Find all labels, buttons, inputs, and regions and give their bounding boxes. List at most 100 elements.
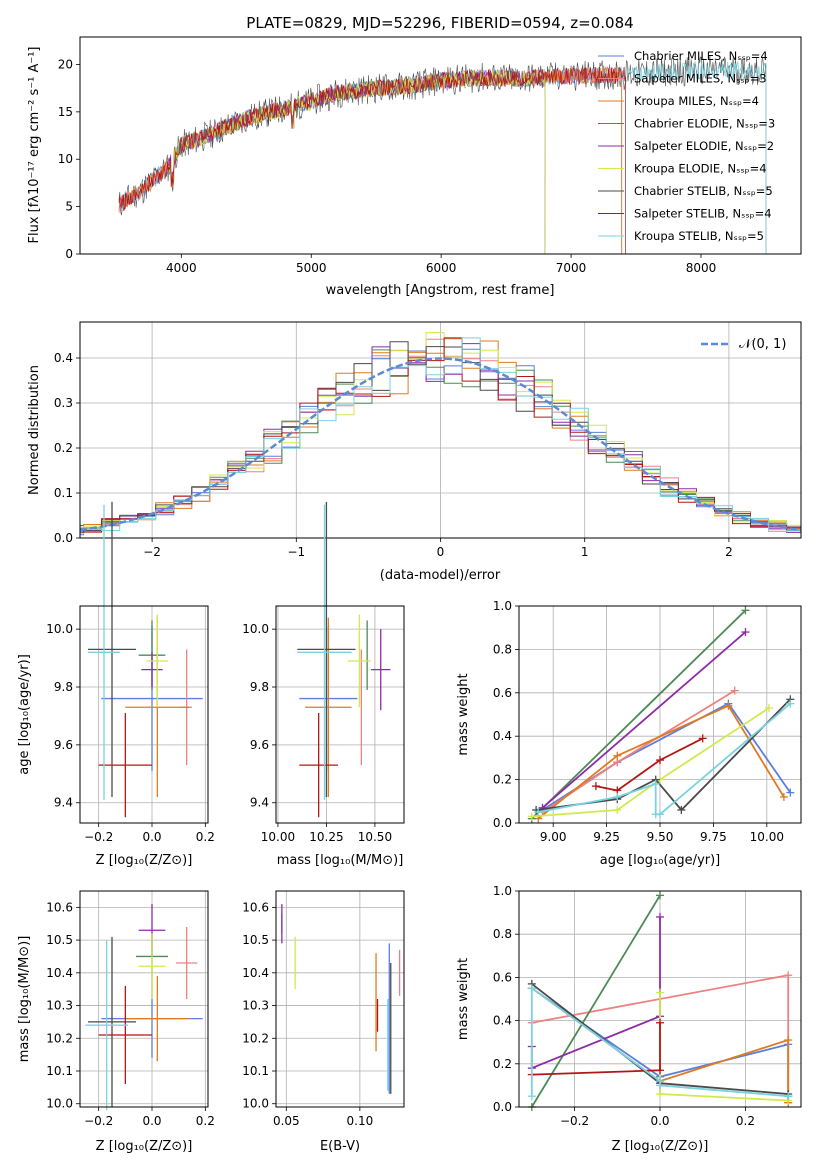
- spectrum-ylabel: Flux [fλ10⁻¹⁷ erg cm⁻² s⁻¹ A⁻¹]: [27, 47, 42, 244]
- age-vs-metallicity-panel: −0.2 0.0 0.2 9.4 9.6 9.8 10.0 Z [log₁₀(Z/Z⊙)] ag…: [17, 501, 215, 868]
- x-tick-label: −0.2: [84, 1114, 113, 1128]
- y-tick-label: 10.2: [46, 1031, 73, 1045]
- y-tick-label: 5: [65, 200, 73, 214]
- series-line: [531, 609, 747, 820]
- y-tick-label: 0.8: [493, 642, 512, 656]
- y-tick-label: 15: [58, 105, 73, 119]
- axes-frame: [79, 605, 209, 824]
- x-axis-label: mass [log₁₀(M/M⊙)]: [277, 853, 404, 868]
- series-line: [535, 698, 791, 812]
- y-tick-label: 9.6: [250, 738, 269, 752]
- x-tick-label: 9.75: [700, 830, 727, 844]
- x-tick-label: 0.2: [196, 830, 215, 844]
- x-tick-label: 0.0: [142, 1114, 161, 1128]
- normal-curve-legend-label: 𝒩(0, 1): [739, 337, 786, 352]
- y-tick-label: 10.4: [46, 966, 73, 980]
- x-axis-label: E(B-V): [320, 1139, 360, 1154]
- y-tick-label: 0: [65, 247, 73, 261]
- axes-frame: [518, 890, 802, 1108]
- spectrum-legend: Chabrier MILES, Nₛₛₚ=4 Salpeter MILES, Nₛ…: [598, 49, 775, 243]
- y-tick-label: 0.2: [54, 441, 73, 455]
- y-tick-label: 0.1: [54, 486, 73, 500]
- x-tick-label: 6000: [426, 261, 457, 275]
- x-tick-label: 10.50: [358, 830, 392, 844]
- x-tick-label: −0.2: [84, 830, 113, 844]
- residuals-panel: −2 −1 0 1 2 0.0 0.1 0.2 0.3 0.4 (data-model)/erro…: [27, 321, 802, 583]
- y-tick-label: 0.0: [493, 816, 512, 830]
- x-axis-label: Z [log₁₀(Z/Z⊙)]: [612, 1139, 709, 1154]
- legend-label: Salpeter STELIB, Nₛₛₚ=4: [634, 207, 772, 221]
- residuals-axes-frame: [79, 321, 802, 539]
- x-tick-label: −0.2: [560, 1114, 589, 1128]
- x-tick-label: 0.2: [196, 1114, 215, 1128]
- x-tick-label: 0.0: [142, 830, 161, 844]
- y-tick-label: 10: [58, 152, 73, 166]
- spectrum-xlabel: wavelength [Angstrom, rest frame]: [326, 283, 555, 298]
- y-tick-label: 10.6: [46, 900, 73, 914]
- spectrum-title: PLATE=0829, MJD=52296, FIBERID=0594, z=0…: [246, 14, 633, 32]
- x-tick-label: 0.10: [347, 1114, 374, 1128]
- y-tick-label: 10.4: [242, 966, 269, 980]
- x-tick-label: 10.00: [261, 830, 295, 844]
- legend-label: Kroupa ELODIE, Nₛₛₚ=4: [634, 162, 767, 176]
- x-axis-label: age [log₁₀(age/yr)]: [600, 853, 721, 868]
- residuals-legend: 𝒩(0, 1): [701, 337, 786, 352]
- y-tick-label: 10.0: [46, 622, 73, 636]
- y-tick-label: 0.2: [493, 1057, 512, 1071]
- age-vs-mass-panel: 10.00 10.25 10.50 9.4 9.6 9.8 10.0 mass [log₁₀(…: [242, 501, 405, 868]
- spectrum-panel: PLATE=0829, MJD=52296, FIBERID=0594, z=0…: [27, 14, 802, 298]
- x-tick-label: 8000: [686, 261, 717, 275]
- y-tick-label: 9.6: [54, 738, 73, 752]
- y-tick-label: 0.6: [493, 970, 512, 984]
- x-tick-label: 0.05: [273, 1114, 300, 1128]
- axes-frame: [275, 605, 405, 824]
- y-tick-label: 9.4: [54, 796, 73, 810]
- y-axis-label: mass weight: [456, 958, 471, 1040]
- x-tick-label: 9.25: [593, 830, 620, 844]
- legend-label: Salpeter ELODIE, Nₛₛₚ=2: [634, 139, 774, 153]
- y-tick-label: 0.0: [493, 1100, 512, 1114]
- legend-label: Chabrier STELIB, Nₛₛₚ=5: [634, 184, 773, 198]
- residuals-ylabel: Normed distribution: [27, 365, 42, 495]
- spectrum-line: [118, 66, 626, 254]
- y-tick-label: 10.5: [46, 933, 73, 947]
- y-tick-label: 9.8: [250, 680, 269, 694]
- y-tick-label: 0.2: [493, 773, 512, 787]
- y-tick-label: 1.0: [493, 884, 512, 898]
- x-axis-label: Z [log₁₀(Z/Z⊙)]: [96, 1139, 193, 1154]
- spectrum-line: [118, 61, 767, 254]
- legend-label: Chabrier MILES, Nₛₛₚ=4: [634, 49, 768, 63]
- series-line: [538, 702, 791, 816]
- y-axis-label: mass weight: [456, 673, 471, 755]
- x-tick-label: −1: [287, 545, 305, 559]
- axes-frame: [518, 605, 802, 824]
- y-axis-label: age [log₁₀(age/yr)]: [17, 654, 32, 775]
- axes-frame: [79, 890, 209, 1108]
- histogram-step: [80, 348, 801, 536]
- mass-vs-metallicity-panel: −0.2 0.0 0.2 10.0 10.1 10.2 10.3 10.4 10.5 10.6 Z …: [17, 890, 215, 1154]
- y-tick-label: 9.8: [54, 680, 73, 694]
- y-tick-label: 10.3: [242, 999, 269, 1013]
- spectrum-axes-frame: [79, 36, 802, 255]
- y-tick-label: 10.0: [242, 622, 269, 636]
- x-tick-label: 0: [437, 545, 445, 559]
- x-tick-label: 0.2: [736, 1114, 755, 1128]
- series-line: [595, 737, 704, 792]
- y-tick-label: 9.4: [250, 796, 269, 810]
- x-tick-label: 1: [581, 545, 589, 559]
- x-tick-label: 2: [725, 545, 733, 559]
- x-tick-label: 5000: [296, 261, 327, 275]
- x-tick-label: 7000: [556, 261, 587, 275]
- x-axis-label: Z [log₁₀(Z/Z⊙)]: [96, 853, 193, 868]
- legend-label: Kroupa MILES, Nₛₛₚ=4: [634, 94, 759, 108]
- normal-distribution-curve: [79, 357, 802, 532]
- legend-label: Chabrier ELODIE, Nₛₛₚ=3: [634, 117, 775, 131]
- legend-label: Kroupa STELIB, Nₛₛₚ=5: [634, 229, 764, 243]
- y-tick-label: 10.3: [46, 999, 73, 1013]
- x-tick-label: 10.00: [750, 830, 784, 844]
- y-tick-label: 10.6: [242, 900, 269, 914]
- y-axis-label: mass [log₁₀(M/M⊙)]: [17, 936, 32, 1063]
- x-tick-label: 4000: [166, 261, 197, 275]
- series-line: [541, 631, 747, 809]
